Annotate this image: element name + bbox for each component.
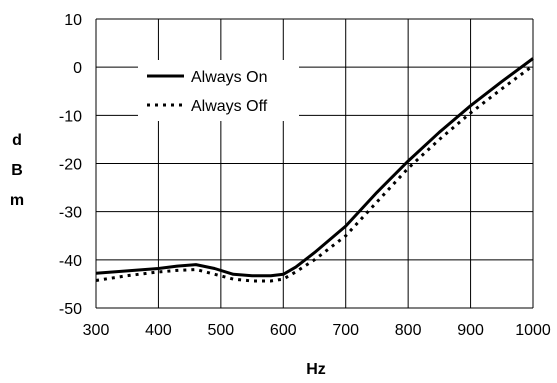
y-axis-label-letter: m (10, 192, 24, 209)
x-tick-label: 500 (208, 322, 235, 339)
legend-label-0: Always On (191, 69, 267, 86)
y-tick-label: 10 (64, 12, 82, 29)
series-line-0 (95, 57, 534, 278)
y-tick-label: -20 (59, 157, 82, 174)
legend-label-1: Always Off (191, 98, 268, 115)
x-tick-label: 900 (457, 322, 484, 339)
legend: Always On Always Off (147, 69, 268, 115)
x-tick-label: 700 (332, 322, 359, 339)
x-axis-label: Hz (306, 361, 326, 378)
legend-box (138, 60, 299, 121)
y-axis-label-letter: B (11, 162, 23, 179)
x-tick-label: 1000 (515, 322, 551, 339)
x-tick-labels: 300 400 500 600 700 800 900 1000 (83, 322, 551, 339)
y-tick-label: -30 (59, 205, 82, 222)
x-tick-label: 400 (145, 322, 172, 339)
x-tick-label: 800 (395, 322, 422, 339)
series-line-1 (95, 64, 534, 283)
y-axis-label: dBm (10, 132, 24, 209)
y-tick-label: -50 (59, 301, 82, 318)
x-tick-label: 300 (83, 322, 110, 339)
series-lines (95, 57, 534, 283)
y-tick-label: -40 (59, 253, 82, 270)
y-tick-label: 0 (73, 60, 82, 77)
y-tick-label: -10 (59, 108, 82, 125)
y-tick-labels: -50 -40 -30 -20 -10 0 10 (59, 12, 82, 318)
x-tick-label: 600 (270, 322, 297, 339)
y-axis-label-letter: d (12, 132, 22, 149)
